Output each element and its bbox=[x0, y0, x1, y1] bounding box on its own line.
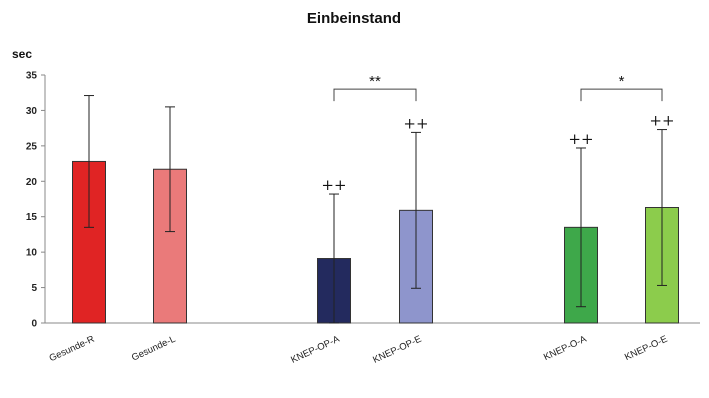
x-tick-label: Gesunde-R bbox=[48, 334, 97, 365]
x-tick-label: KNEP-O-A bbox=[542, 333, 589, 363]
y-tick-label: 20 bbox=[26, 177, 38, 188]
significance-label: ** bbox=[369, 73, 381, 90]
axes: 0 5 10 15 20 25 30 35 bbox=[26, 71, 700, 330]
y-axis-unit-label: sec bbox=[12, 47, 32, 61]
bars bbox=[72, 95, 679, 324]
y-tick-label: 10 bbox=[26, 248, 38, 259]
bracket-line bbox=[333, 88, 417, 102]
y-tick-label: 25 bbox=[26, 141, 38, 152]
significance-bracket: * bbox=[580, 73, 663, 102]
bar-gesunde-l bbox=[153, 168, 187, 324]
y-tick-label: 0 bbox=[31, 319, 37, 330]
x-tick-label: KNEP-OP-E bbox=[371, 334, 423, 366]
chart-title: Einbeinstand bbox=[307, 10, 401, 27]
bar-annotation: ++ bbox=[649, 112, 674, 130]
y-tick-label: 5 bbox=[31, 283, 37, 294]
bar-annotation: ++ bbox=[568, 130, 593, 148]
x-tick-label: KNEP-O-E bbox=[623, 334, 669, 363]
bar-annotation: ++ bbox=[321, 176, 346, 194]
x-tick-label: Gesunde-L bbox=[130, 334, 177, 364]
significance-bracket: ** bbox=[333, 73, 417, 102]
y-tick-label: 30 bbox=[26, 106, 38, 117]
y-tick-label: 15 bbox=[26, 212, 38, 223]
bracket-line bbox=[580, 88, 663, 102]
x-tick-label: KNEP-OP-A bbox=[289, 333, 342, 365]
bar-annotation: ++ bbox=[403, 114, 428, 132]
significance-label: * bbox=[619, 73, 625, 90]
y-tick-label: 35 bbox=[26, 71, 38, 82]
